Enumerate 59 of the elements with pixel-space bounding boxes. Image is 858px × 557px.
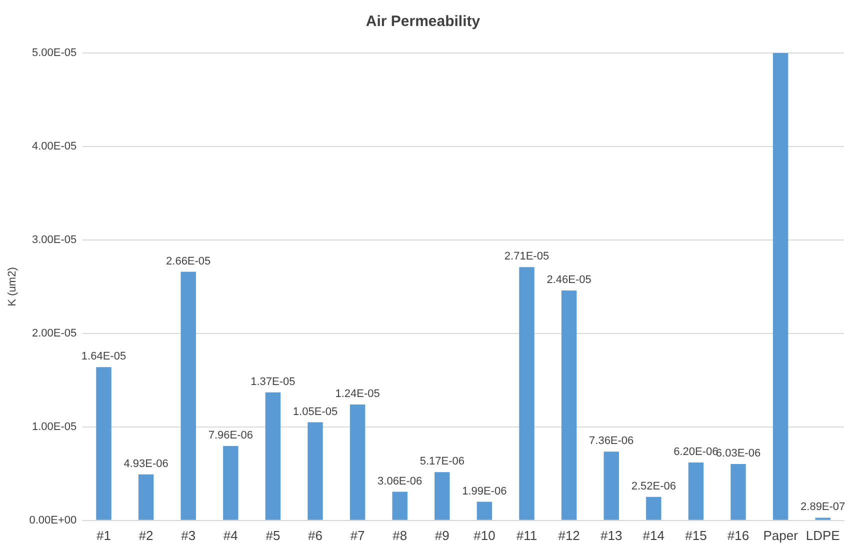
x-tick-label: #3: [181, 528, 196, 543]
x-tick-label: #16: [727, 528, 750, 543]
bar: [392, 492, 408, 520]
bar: [772, 53, 788, 520]
data-label: 7.96E-06: [208, 430, 253, 442]
bar: [180, 272, 196, 520]
data-label: 6.20E-06: [674, 446, 718, 458]
x-tick-label: #12: [558, 528, 580, 543]
data-label: 7.36E-06: [589, 435, 634, 448]
data-label: 2.89E-07: [800, 501, 846, 514]
bar: [138, 474, 154, 520]
x-tick-label: #15: [685, 528, 707, 543]
data-label: 2.52E-06: [631, 480, 676, 492]
data-label: 1.05E-05: [292, 406, 338, 418]
bar: [519, 267, 534, 520]
data-label: 2.71E-05: [504, 250, 550, 263]
y-tick-label: 2.00E-05: [32, 327, 77, 340]
y-tick-label: 0.00E+00: [29, 514, 77, 526]
data-label: 1.64E-05: [81, 350, 126, 363]
bar: [223, 446, 238, 520]
y-tick-label: 1.00E-05: [32, 420, 77, 433]
x-tick-label: #1: [96, 528, 111, 543]
bar: [561, 290, 577, 520]
data-label: 1.99E-06: [462, 485, 507, 498]
bar: [308, 422, 323, 520]
bar: [604, 452, 619, 520]
x-tick-label: #7: [350, 528, 365, 543]
x-tick-label: #10: [474, 528, 496, 543]
data-label: 1.37E-05: [250, 376, 296, 388]
bar: [476, 502, 492, 520]
bar: [350, 404, 366, 520]
data-label: 2.46E-05: [546, 274, 592, 286]
bar: [688, 462, 704, 520]
bar: [265, 392, 281, 520]
y-tick-label: 5.00E-05: [32, 47, 77, 60]
x-tick-label: #9: [434, 528, 450, 543]
bar: [646, 496, 662, 520]
x-tick-label: #14: [642, 528, 665, 543]
data-label: 4.93E-06: [124, 458, 168, 470]
x-tick-label: #5: [266, 528, 280, 543]
x-tick-label: #8: [392, 528, 408, 543]
x-tick-label: #6: [308, 528, 322, 543]
data-label: 1.24E-05: [335, 388, 380, 400]
x-tick-label: Paper: [763, 528, 799, 543]
bar: [96, 367, 112, 520]
x-tick-label: #4: [223, 528, 238, 543]
data-label: 2.66E-05: [166, 255, 211, 268]
data-label: 5.17E-06: [420, 456, 464, 468]
bar: [434, 472, 450, 520]
bar: [730, 464, 746, 520]
y-tick-label: 4.00E-05: [32, 140, 77, 153]
x-tick-label: #11: [516, 528, 538, 543]
chart-title: Air Permeability: [366, 13, 481, 30]
y-axis-title: K (um2): [6, 267, 19, 306]
data-label: 3.06E-06: [378, 475, 422, 488]
y-tick-label: 3.00E-05: [32, 234, 77, 246]
x-tick-label: LDPE: [806, 528, 840, 543]
x-tick-label: #2: [138, 528, 154, 543]
x-tick-label: #13: [600, 528, 622, 543]
